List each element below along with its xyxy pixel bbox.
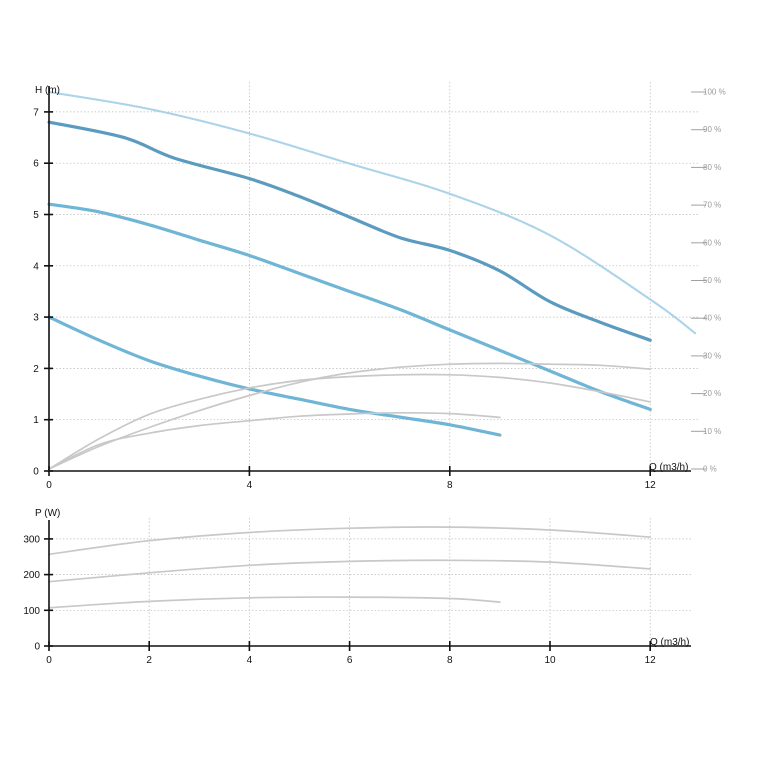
efficiency-tick-label: 30 %: [703, 351, 721, 360]
head-y-tick-label: 7: [33, 107, 39, 118]
efficiency-curve: [48, 362, 652, 470]
power-axes: 0 100 200 300 0 2 4 6 8 10 12: [23, 520, 691, 666]
head-y-tick-label: 0: [33, 467, 39, 478]
head-curve: [47, 315, 502, 437]
power-x-tick-label: 0: [46, 655, 52, 666]
efficiency-envelope-curve: [47, 90, 697, 335]
efficiency-tick-label: 80 %: [703, 163, 721, 172]
power-y-tick-label: 200: [23, 570, 40, 581]
power-x-tick-label: 6: [347, 655, 353, 666]
head-y-tick-label: 1: [33, 415, 39, 426]
efficiency-axis: 0 % 10 % 20 % 30 % 40 % 50 % 60 % 70 % 80 % 90 % 1…: [691, 88, 726, 474]
head-panel: 0 % 10 % 20 % 30 % 40 % 50 % 60 % 70 % 80 % 90 % 1…: [33, 82, 726, 491]
power-grid: [49, 518, 693, 646]
head-y-tick-label: 2: [33, 364, 39, 375]
head-curve: [47, 120, 652, 342]
efficiency-tick-label: 100 %: [703, 88, 726, 97]
head-x-tick-label: 8: [447, 480, 453, 491]
efficiency-tick-label: 70 %: [703, 201, 721, 210]
efficiency-tick-label: 0 %: [703, 465, 717, 474]
head-x-tick-label: 4: [247, 480, 253, 491]
head-x-tick-label: 0: [46, 480, 52, 491]
power-y-tick-label: 0: [34, 642, 40, 653]
efficiency-tick-label: 20 %: [703, 389, 721, 398]
power-x-tick-label: 2: [146, 655, 152, 666]
power-y-tick-label: 100: [23, 606, 40, 617]
power-x-tick-label: 4: [247, 655, 253, 666]
power-x-tick-label: 8: [447, 655, 453, 666]
head-curve: [47, 202, 652, 411]
efficiency-tick-label: 40 %: [703, 314, 721, 323]
power-curve: [48, 559, 652, 583]
head-axis-title: H (m): [35, 85, 60, 96]
head-y-tick-label: 5: [33, 210, 39, 221]
power-y-tick-label: 300: [23, 534, 40, 545]
power-curve: [48, 526, 652, 556]
power-axis-title: P (W): [35, 508, 60, 519]
power-x-axis-title: Q (m3/h): [650, 637, 689, 648]
head-x-tick-label: 12: [645, 480, 657, 491]
head-y-tick-label: 6: [33, 159, 39, 170]
head-y-tick-label: 4: [33, 261, 39, 272]
efficiency-tick-label: 60 %: [703, 238, 721, 247]
power-panel: 0 100 200 300 0 2 4 6 8 10 12 P (W) Q (m3/h): [23, 508, 693, 666]
power-series-group: [48, 526, 652, 609]
power-x-tick-label: 10: [544, 655, 556, 666]
efficiency-curve: [48, 373, 652, 470]
head-y-tick-label: 3: [33, 313, 39, 324]
efficiency-tick-label: 10 %: [703, 427, 721, 436]
head-series-group: [47, 90, 697, 470]
efficiency-curve: [48, 411, 501, 470]
power-x-tick-label: 12: [645, 655, 657, 666]
efficiency-tick-label: 50 %: [703, 276, 721, 285]
head-x-axis-title: Q (m3/h): [649, 462, 688, 473]
power-curve: [48, 596, 501, 609]
efficiency-tick-label: 90 %: [703, 125, 721, 134]
